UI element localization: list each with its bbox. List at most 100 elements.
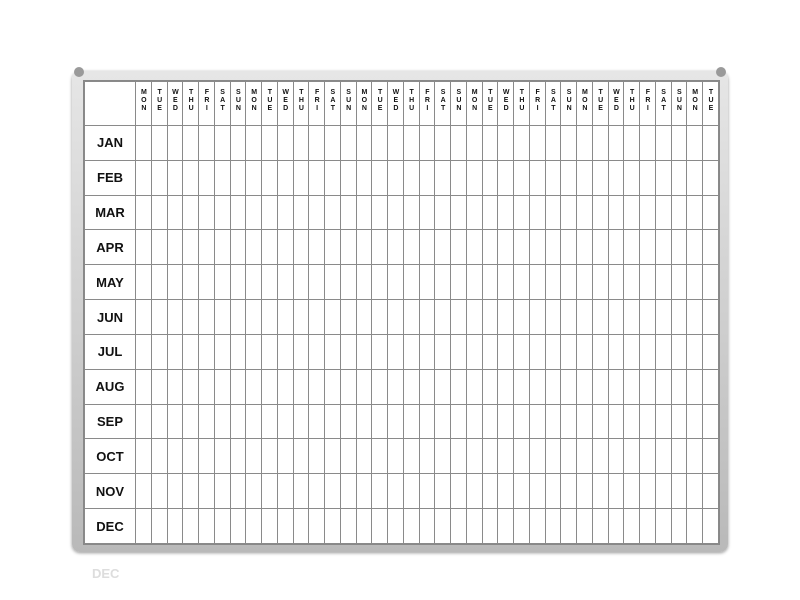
planner-cell[interactable] xyxy=(324,473,341,510)
planner-cell[interactable] xyxy=(591,368,609,405)
planner-cell[interactable] xyxy=(560,125,577,161)
planner-cell[interactable] xyxy=(528,508,546,544)
planner-cell[interactable] xyxy=(292,403,310,440)
planner-cell[interactable] xyxy=(560,473,577,510)
planner-cell[interactable] xyxy=(135,368,152,405)
planner-cell[interactable] xyxy=(670,403,688,440)
planner-cell[interactable] xyxy=(229,194,247,231)
planner-cell[interactable] xyxy=(166,194,184,231)
planner-cell[interactable] xyxy=(591,333,609,370)
planner-cell[interactable] xyxy=(198,299,215,335)
planner-cell[interactable] xyxy=(513,403,530,440)
planner-cell[interactable] xyxy=(465,508,483,544)
planner-cell[interactable] xyxy=(497,333,514,370)
planner-cell[interactable] xyxy=(150,299,168,335)
planner-cell[interactable] xyxy=(198,438,215,475)
planner-cell[interactable] xyxy=(371,508,388,544)
planner-cell[interactable] xyxy=(544,159,562,196)
planner-cell[interactable] xyxy=(544,229,562,266)
planner-cell[interactable] xyxy=(607,508,625,544)
planner-cell[interactable] xyxy=(355,125,373,161)
planner-cell[interactable] xyxy=(387,125,404,161)
planner-cell[interactable] xyxy=(686,333,703,370)
planner-cell[interactable] xyxy=(576,438,593,475)
planner-cell[interactable] xyxy=(182,299,199,335)
planner-cell[interactable] xyxy=(654,368,672,405)
planner-cell[interactable] xyxy=(261,299,278,335)
planner-cell[interactable] xyxy=(497,159,514,196)
planner-cell[interactable] xyxy=(229,333,247,370)
planner-cell[interactable] xyxy=(591,125,609,161)
planner-cell[interactable] xyxy=(418,473,436,510)
planner-cell[interactable] xyxy=(355,264,373,301)
planner-cell[interactable] xyxy=(135,508,152,544)
planner-cell[interactable] xyxy=(639,438,656,475)
planner-cell[interactable] xyxy=(150,403,168,440)
planner-cell[interactable] xyxy=(497,438,514,475)
planner-cell[interactable] xyxy=(150,264,168,301)
planner-cell[interactable] xyxy=(229,508,247,544)
planner-cell[interactable] xyxy=(497,508,514,544)
planner-cell[interactable] xyxy=(324,333,341,370)
planner-cell[interactable] xyxy=(654,473,672,510)
planner-cell[interactable] xyxy=(198,368,215,405)
planner-cell[interactable] xyxy=(513,264,530,301)
planner-cell[interactable] xyxy=(450,438,467,475)
planner-cell[interactable] xyxy=(576,508,593,544)
planner-cell[interactable] xyxy=(355,159,373,196)
planner-cell[interactable] xyxy=(450,125,467,161)
planner-cell[interactable] xyxy=(182,264,199,301)
planner-cell[interactable] xyxy=(402,264,420,301)
planner-cell[interactable] xyxy=(702,299,719,335)
planner-cell[interactable] xyxy=(639,125,656,161)
planner-cell[interactable] xyxy=(686,438,703,475)
planner-cell[interactable] xyxy=(135,438,152,475)
planner-cell[interactable] xyxy=(371,229,388,266)
planner-cell[interactable] xyxy=(371,333,388,370)
planner-cell[interactable] xyxy=(261,508,278,544)
planner-cell[interactable] xyxy=(245,299,262,335)
planner-cell[interactable] xyxy=(576,125,593,161)
planner-cell[interactable] xyxy=(481,403,499,440)
planner-cell[interactable] xyxy=(450,403,467,440)
planner-cell[interactable] xyxy=(418,194,436,231)
planner-cell[interactable] xyxy=(528,229,546,266)
planner-cell[interactable] xyxy=(308,438,325,475)
planner-cell[interactable] xyxy=(355,299,373,335)
planner-cell[interactable] xyxy=(402,438,420,475)
planner-cell[interactable] xyxy=(150,368,168,405)
planner-cell[interactable] xyxy=(686,194,703,231)
planner-cell[interactable] xyxy=(339,229,357,266)
planner-cell[interactable] xyxy=(355,194,373,231)
planner-cell[interactable] xyxy=(166,438,184,475)
planner-cell[interactable] xyxy=(339,194,357,231)
planner-cell[interactable] xyxy=(276,438,294,475)
planner-cell[interactable] xyxy=(607,438,625,475)
planner-cell[interactable] xyxy=(513,125,530,161)
planner-cell[interactable] xyxy=(528,438,546,475)
planner-cell[interactable] xyxy=(355,403,373,440)
planner-cell[interactable] xyxy=(292,194,310,231)
planner-cell[interactable] xyxy=(198,229,215,266)
planner-cell[interactable] xyxy=(418,403,436,440)
planner-cell[interactable] xyxy=(135,473,152,510)
planner-cell[interactable] xyxy=(513,159,530,196)
planner-cell[interactable] xyxy=(292,473,310,510)
planner-cell[interactable] xyxy=(261,264,278,301)
planner-cell[interactable] xyxy=(670,229,688,266)
planner-cell[interactable] xyxy=(686,264,703,301)
planner-cell[interactable] xyxy=(591,299,609,335)
planner-cell[interactable] xyxy=(150,194,168,231)
planner-cell[interactable] xyxy=(465,264,483,301)
planner-cell[interactable] xyxy=(639,264,656,301)
planner-cell[interactable] xyxy=(481,438,499,475)
planner-cell[interactable] xyxy=(639,333,656,370)
planner-cell[interactable] xyxy=(434,508,451,544)
planner-cell[interactable] xyxy=(229,438,247,475)
planner-cell[interactable] xyxy=(686,508,703,544)
planner-cell[interactable] xyxy=(623,403,640,440)
planner-cell[interactable] xyxy=(213,299,231,335)
planner-cell[interactable] xyxy=(324,159,341,196)
planner-cell[interactable] xyxy=(686,368,703,405)
planner-cell[interactable] xyxy=(418,125,436,161)
